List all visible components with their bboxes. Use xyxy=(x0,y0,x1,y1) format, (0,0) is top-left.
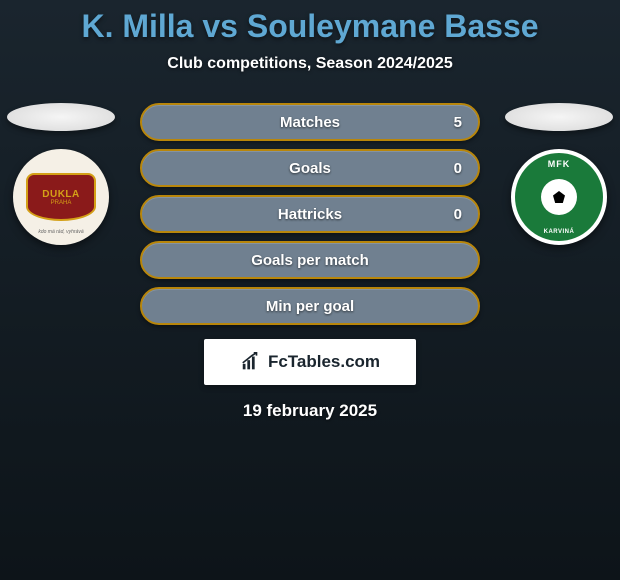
stat-row-matches: Matches 5 xyxy=(140,103,480,141)
player-left-silhouette xyxy=(7,103,115,131)
stat-right-value: 0 xyxy=(454,206,462,223)
player-left-slot: DUKLA PRAHA kdo má rád, vyhrává xyxy=(6,103,116,245)
branding-box: FcTables.com xyxy=(204,339,416,385)
club-badge-mfk: MFK KARVINÁ xyxy=(511,149,607,245)
dukla-motto: kdo má rád, vyhrává xyxy=(38,229,83,235)
subtitle: Club competitions, Season 2024/2025 xyxy=(0,55,620,73)
club-badge-dukla: DUKLA PRAHA kdo má rád, vyhrává xyxy=(13,149,109,245)
stat-right-value: 0 xyxy=(454,160,462,177)
mfk-ball-icon xyxy=(541,179,577,215)
player-right-silhouette xyxy=(505,103,613,131)
dukla-shield: DUKLA PRAHA xyxy=(26,173,96,221)
stat-row-goals: Goals 0 xyxy=(140,149,480,187)
chart-icon xyxy=(240,351,262,373)
player-right-slot: MFK KARVINÁ xyxy=(504,103,614,245)
stat-row-goals-per-match: Goals per match xyxy=(140,241,480,279)
stat-label: Goals xyxy=(289,160,331,177)
stat-label: Hattricks xyxy=(278,206,342,223)
date-text: 19 february 2025 xyxy=(0,401,620,421)
comparison-content: DUKLA PRAHA kdo má rád, vyhrává MFK KARV… xyxy=(0,103,620,421)
page-title: K. Milla vs Souleymane Basse xyxy=(0,0,620,45)
stat-label: Min per goal xyxy=(266,298,354,315)
stat-row-min-per-goal: Min per goal xyxy=(140,287,480,325)
stat-right-value: 5 xyxy=(454,114,462,131)
stat-label: Goals per match xyxy=(251,252,369,269)
stat-label: Matches xyxy=(280,114,340,131)
stat-row-hattricks: Hattricks 0 xyxy=(140,195,480,233)
brand-text: FcTables.com xyxy=(268,352,380,372)
mfk-bottom: KARVINÁ xyxy=(544,229,575,235)
dukla-sub: PRAHA xyxy=(51,200,72,206)
dukla-text: DUKLA xyxy=(42,189,80,200)
stats-list: Matches 5 Goals 0 Hattricks 0 Goals per … xyxy=(140,103,480,325)
mfk-text: MFK xyxy=(548,159,571,169)
